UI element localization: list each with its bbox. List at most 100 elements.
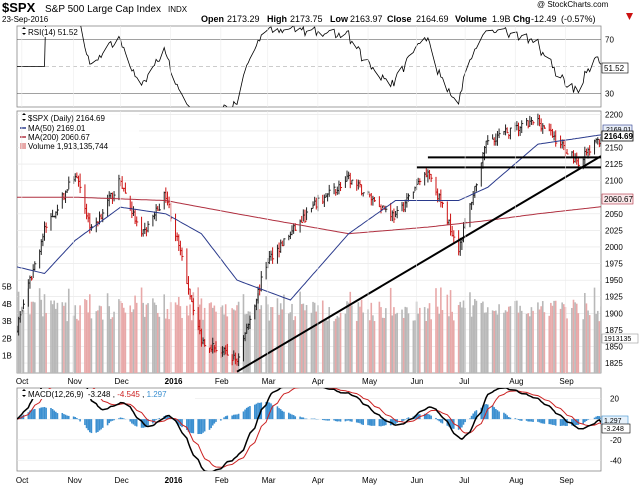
volume-bar xyxy=(168,319,170,373)
macd-histogram-bar xyxy=(323,419,326,421)
volume-bar xyxy=(351,305,353,373)
macd-histogram-bar xyxy=(480,407,483,420)
volume-bar xyxy=(131,312,133,373)
macd-histogram-bar xyxy=(401,419,403,422)
volume-bar xyxy=(77,320,80,373)
rsi-toggle-icon[interactable] xyxy=(22,27,26,35)
macd-histogram-bar xyxy=(406,418,408,420)
volume-bar xyxy=(574,302,576,373)
volume-bar xyxy=(562,304,565,373)
volume-bar xyxy=(378,301,381,373)
volume-bar xyxy=(462,300,465,373)
volume-bar xyxy=(38,288,41,373)
volume-bar xyxy=(504,310,507,373)
volume-bar xyxy=(575,303,578,373)
volume-bar xyxy=(396,312,398,373)
volume-bar xyxy=(585,303,588,373)
macd-signal-line xyxy=(17,388,601,468)
volume-bar xyxy=(532,310,534,373)
macd-histogram-bar xyxy=(491,405,494,420)
rsi-panel: RSI(14) 51.52 705030 51.52 xyxy=(16,25,629,108)
macd-histogram-bar xyxy=(483,404,486,420)
macd-histogram-bar xyxy=(598,416,601,420)
volume-bar xyxy=(394,314,397,373)
macd-histogram-bar xyxy=(113,419,115,421)
exchange-label: INDX xyxy=(168,5,188,14)
volume-bar xyxy=(292,320,295,373)
macd-histogram-bar xyxy=(208,419,211,430)
chg-label: Chg xyxy=(513,14,531,24)
volume-bar xyxy=(312,301,314,373)
macd-histogram-bar xyxy=(211,419,214,426)
volume-bar xyxy=(406,307,408,373)
volume-bar xyxy=(179,306,182,373)
macd-histogram-bar xyxy=(391,419,394,425)
macd-x-axis-label: Apr xyxy=(312,476,325,485)
macd-histogram-bar xyxy=(326,419,329,421)
macd-histogram-bar xyxy=(462,419,465,425)
price-axis: 2200217521502125210020752050202520001975… xyxy=(605,110,623,368)
macd-histogram-bar xyxy=(506,415,508,420)
volume-bar xyxy=(503,312,505,373)
volume-bar xyxy=(323,320,326,373)
volume-bar xyxy=(294,316,297,373)
volume-bar xyxy=(278,314,280,373)
volume-bar xyxy=(140,287,143,373)
volume-bar xyxy=(419,307,421,373)
volume-bar xyxy=(336,316,339,373)
volume-bar xyxy=(147,303,149,373)
volume-bar xyxy=(425,320,428,373)
macd-histogram-bar xyxy=(279,409,282,420)
volume-label: Volume xyxy=(455,14,487,24)
x-axis-label: Jun xyxy=(411,377,424,386)
macd-histogram-bar xyxy=(428,414,431,420)
macd-histogram-bar xyxy=(166,415,169,420)
volume-bar xyxy=(29,314,31,373)
volume-bar xyxy=(236,305,238,373)
macd-hist-tag: 1.297 xyxy=(604,418,622,425)
macd-histogram-bar xyxy=(50,408,52,420)
volume-bar xyxy=(176,304,178,373)
macd-x-axis-label: Jun xyxy=(411,476,424,485)
volume-bar xyxy=(393,307,395,373)
price-toggle-icon[interactable] xyxy=(22,113,26,121)
macd-value-tag: -3.248 xyxy=(604,426,624,433)
macd-histogram-bar xyxy=(373,419,376,426)
macd-histogram-bar xyxy=(294,416,297,420)
macd-histogram-bar xyxy=(27,412,30,420)
volume-tick-label: 1B xyxy=(2,352,12,361)
trendline xyxy=(236,155,601,373)
index-name: S&P 500 Large Cap Index xyxy=(45,4,161,15)
volume-bar xyxy=(283,294,285,373)
volume-bar xyxy=(385,308,387,373)
volume-bar xyxy=(525,313,528,373)
macd-histogram-bar xyxy=(84,419,86,426)
volume-bar xyxy=(98,305,101,373)
price-tick-label: 1925 xyxy=(605,293,623,302)
volume-bar xyxy=(232,309,235,373)
close-tag: 2164.69 xyxy=(604,132,633,141)
macd-histogram-bar xyxy=(304,418,306,420)
volume-bar xyxy=(496,314,499,373)
volume-bar xyxy=(334,318,337,373)
volume-bar xyxy=(595,313,597,373)
low-value: 2163.97 xyxy=(350,14,383,24)
price-tick-label: 1825 xyxy=(605,359,623,368)
macd-histogram-bar xyxy=(496,410,499,420)
macd-histogram-bar xyxy=(550,419,552,425)
macd-histogram-bar xyxy=(537,419,539,422)
price-tick-label: 2150 xyxy=(605,143,623,152)
volume-bar xyxy=(593,287,596,373)
macd-histogram-bar xyxy=(520,419,523,421)
macd-histogram-bar xyxy=(368,419,371,426)
macd-histogram-bar xyxy=(362,419,364,425)
macd-histogram-bar xyxy=(270,403,272,420)
macd-histogram-bar xyxy=(394,419,397,424)
volume-bar xyxy=(553,300,555,373)
macd-toggle-icon[interactable] xyxy=(22,389,26,397)
macd-histogram-bar xyxy=(527,419,530,422)
volume-axis: 5B 4B 3B 2B 1B xyxy=(2,283,12,361)
volume-bar xyxy=(588,315,591,373)
volume-bar xyxy=(469,292,471,373)
macd-histogram-bar xyxy=(381,419,384,426)
